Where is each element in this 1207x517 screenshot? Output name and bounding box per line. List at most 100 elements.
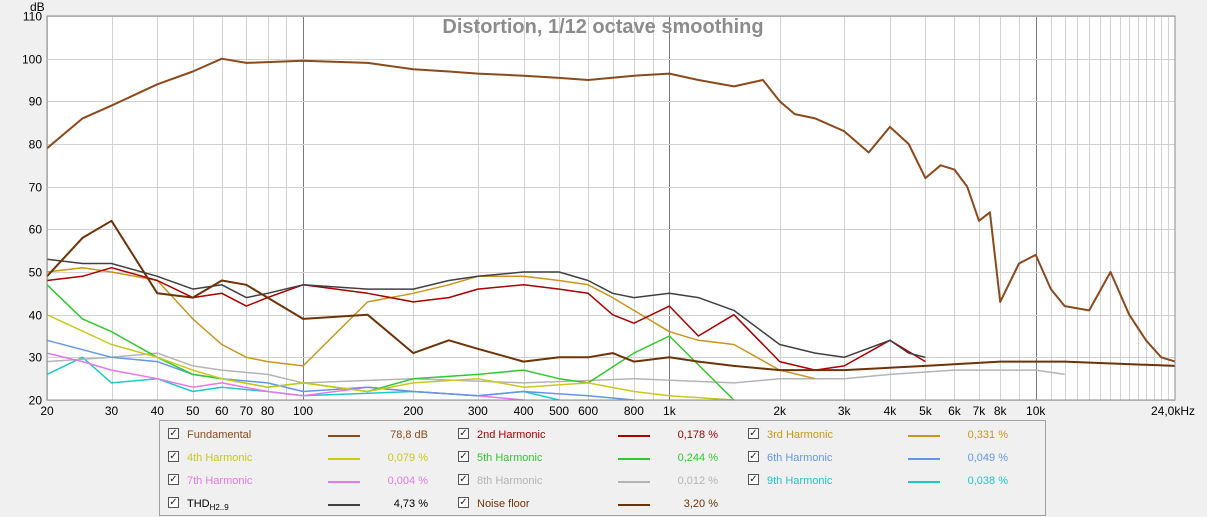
- legend-checkbox-5th-harmonic[interactable]: ✓: [458, 451, 469, 462]
- plot-border: [46, 15, 1176, 401]
- legend-checkbox-4th-harmonic[interactable]: ✓: [168, 451, 179, 462]
- x-tick-label: 200: [403, 404, 423, 418]
- x-tick-label: 50: [186, 404, 200, 418]
- series-line-thd: [46, 258, 926, 359]
- legend-label: THDH2..9: [187, 498, 229, 512]
- legend-panel: ✓ Fundamental 78,8 dB ✓ 2nd Harmonic 0,178 % ✓…: [159, 420, 1046, 516]
- series-line-2nd-harmonic: [46, 266, 926, 371]
- legend-label: 2nd Harmonic: [477, 429, 546, 441]
- x-axis-ticks: 20 30 40 50 60 70 80 100 200 300 400 500 600 800 1k 2k 3…: [40, 404, 1195, 418]
- legend-value: 0,331 %: [967, 429, 1008, 441]
- legend-swatch: [618, 504, 650, 506]
- y-tick-label: 40: [29, 309, 43, 323]
- y-tick-label: 70: [29, 181, 43, 195]
- legend-item-3rd-harmonic: ✓ 3rd Harmonic 0,331 %: [748, 426, 1028, 444]
- x-tick-label: 80: [261, 404, 275, 418]
- legend-checkbox-3rd-harmonic[interactable]: ✓: [748, 428, 759, 439]
- legend-swatch: [618, 435, 650, 437]
- legend-value: 0,004 %: [387, 475, 428, 487]
- series-line-6th-harmonic: [46, 339, 634, 401]
- x-tick-label: 40: [151, 404, 165, 418]
- x-tick-label: 600: [578, 404, 598, 418]
- legend-swatch: [908, 458, 940, 460]
- y-tick-label: 90: [29, 95, 43, 109]
- legend-checkbox-6th-harmonic[interactable]: ✓: [748, 451, 759, 462]
- legend-checkbox-2nd-harmonic[interactable]: ✓: [458, 428, 469, 439]
- x-tick-label: 60: [215, 404, 229, 418]
- legend-value: 78,8 dB: [390, 429, 428, 441]
- x-tick-label: 70: [240, 404, 254, 418]
- x-tick-label: 30: [105, 404, 119, 418]
- legend-value: 3,20 %: [683, 498, 718, 510]
- legend-swatch: [328, 458, 360, 460]
- y-axis-unit: dB: [30, 0, 45, 14]
- x-tick-label: 800: [624, 404, 644, 418]
- y-axis-ticks: 20 30 40 50 60 70 80 90 100 110: [22, 10, 42, 408]
- legend-item-5th-harmonic: ✓ 5th Harmonic 0,244 %: [458, 449, 738, 467]
- y-tick-label: 100: [22, 53, 42, 67]
- legend-item-noise-floor: ✓ Noise floor 3,20 %: [458, 495, 738, 513]
- y-tick-label: 80: [29, 138, 43, 152]
- x-tick-label: 20: [40, 404, 54, 418]
- legend-value: 0,244 %: [677, 452, 718, 464]
- legend-checkbox-noise-floor[interactable]: ✓: [458, 497, 469, 508]
- x-tick-label: 300: [468, 404, 488, 418]
- legend-label: 4th Harmonic: [187, 452, 253, 464]
- x-tick-label: 1k: [663, 404, 677, 418]
- legend-value: 0,012 %: [677, 475, 718, 487]
- x-tick-label: 2k: [773, 404, 787, 418]
- y-tick-label: 110: [23, 10, 42, 24]
- legend-item-6th-harmonic: ✓ 6th Harmonic 0,049 %: [748, 449, 1028, 467]
- x-tick-label: 3k: [838, 404, 852, 418]
- x-tick-label: 7k: [973, 404, 987, 418]
- legend-checkbox-8th-harmonic[interactable]: ✓: [458, 474, 469, 485]
- legend-label: 7th Harmonic: [187, 475, 253, 487]
- legend-value: 0,079 %: [387, 452, 428, 464]
- y-tick-label: 30: [29, 351, 43, 365]
- x-tick-label: 400: [514, 404, 534, 418]
- x-tick-label: 8k: [994, 404, 1008, 418]
- legend-checkbox-9th-harmonic[interactable]: ✓: [748, 474, 759, 485]
- chart-title: Distortion, 1/12 octave smoothing: [442, 16, 763, 38]
- legend-label: 5th Harmonic: [477, 452, 543, 464]
- y-tick-label: 50: [29, 266, 43, 280]
- series-line-3rd-harmonic: [46, 266, 816, 380]
- y-tick-label: 20: [29, 394, 43, 408]
- legend-swatch: [328, 435, 360, 437]
- legend-label: Fundamental: [187, 429, 252, 441]
- x-tick-label: 100: [293, 404, 313, 418]
- legend-item-2nd-harmonic: ✓ 2nd Harmonic 0,178 %: [458, 426, 738, 444]
- legend-value: 0,178 %: [677, 429, 718, 441]
- y-tick-label: 60: [29, 223, 43, 237]
- legend-label: 9th Harmonic: [767, 475, 833, 487]
- legend-label: 6th Harmonic: [767, 452, 833, 464]
- legend-item-thd: ✓ THDH2..9 4,73 %: [168, 495, 448, 513]
- legend-label: Noise floor: [477, 498, 530, 510]
- legend-swatch: [618, 481, 650, 483]
- plot-area: [46, 15, 1176, 401]
- legend-swatch: [328, 481, 360, 483]
- legend-item-8th-harmonic: ✓ 8th Harmonic 0,012 %: [458, 472, 738, 490]
- legend-item-fundamental: ✓ Fundamental 78,8 dB: [168, 426, 448, 444]
- x-tick-label: 10k: [1026, 404, 1046, 418]
- legend-checkbox-fundamental[interactable]: ✓: [168, 428, 179, 439]
- legend-checkbox-7th-harmonic[interactable]: ✓: [168, 474, 179, 485]
- x-tick-label: 24,0kHz: [1151, 404, 1195, 418]
- legend-swatch: [328, 504, 360, 506]
- legend-item-4th-harmonic: ✓ 4th Harmonic 0,079 %: [168, 449, 448, 467]
- legend-swatch: [908, 435, 940, 437]
- legend-value: 0,038 %: [967, 475, 1008, 487]
- legend-label: 3rd Harmonic: [767, 429, 834, 441]
- series-line-4th-harmonic: [46, 314, 734, 401]
- distortion-chart: Distortion, 1/12 octave smoothing dB 20 3…: [22, 0, 1195, 418]
- x-tick-label: 4k: [884, 404, 898, 418]
- legend-swatch: [908, 481, 940, 483]
- series-line-fundamental: [46, 57, 1176, 363]
- legend-checkbox-thd[interactable]: ✓: [168, 497, 179, 508]
- legend-value: 0,049 %: [967, 452, 1008, 464]
- x-tick-label: 6k: [948, 404, 962, 418]
- x-tick-label: 5k: [919, 404, 933, 418]
- legend-value: 4,73 %: [393, 498, 428, 510]
- legend-item-9th-harmonic: ✓ 9th Harmonic 0,038 %: [748, 472, 1028, 490]
- x-tick-label: 500: [549, 404, 569, 418]
